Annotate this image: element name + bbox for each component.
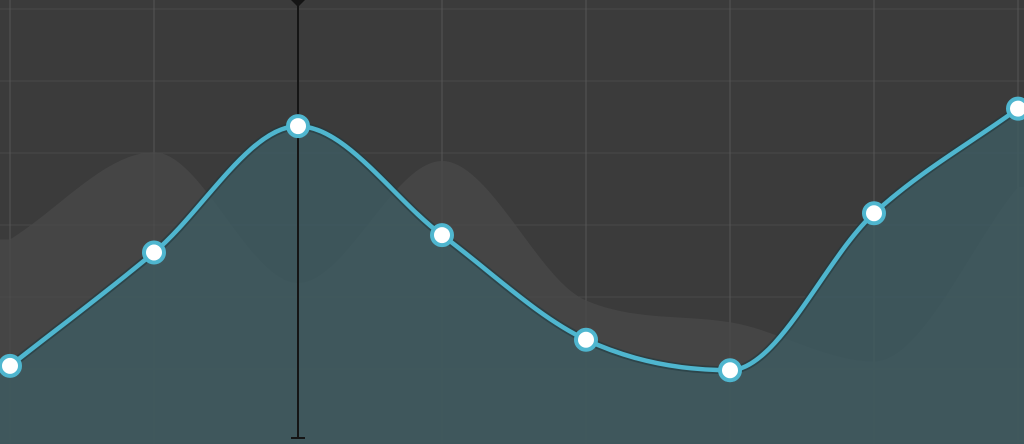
data-point[interactable] <box>718 358 742 383</box>
series-primary-area <box>0 108 1024 444</box>
data-point[interactable] <box>0 353 22 378</box>
data-point[interactable] <box>142 240 166 265</box>
data-points <box>0 96 1024 383</box>
data-point[interactable] <box>286 114 310 139</box>
data-point[interactable] <box>862 201 886 226</box>
data-point[interactable] <box>1006 96 1024 121</box>
cursor-marker-top <box>291 0 305 7</box>
cursor[interactable] <box>291 0 305 439</box>
data-point[interactable] <box>430 223 454 248</box>
data-point[interactable] <box>574 327 598 352</box>
series-primary-line <box>7 106 1021 373</box>
